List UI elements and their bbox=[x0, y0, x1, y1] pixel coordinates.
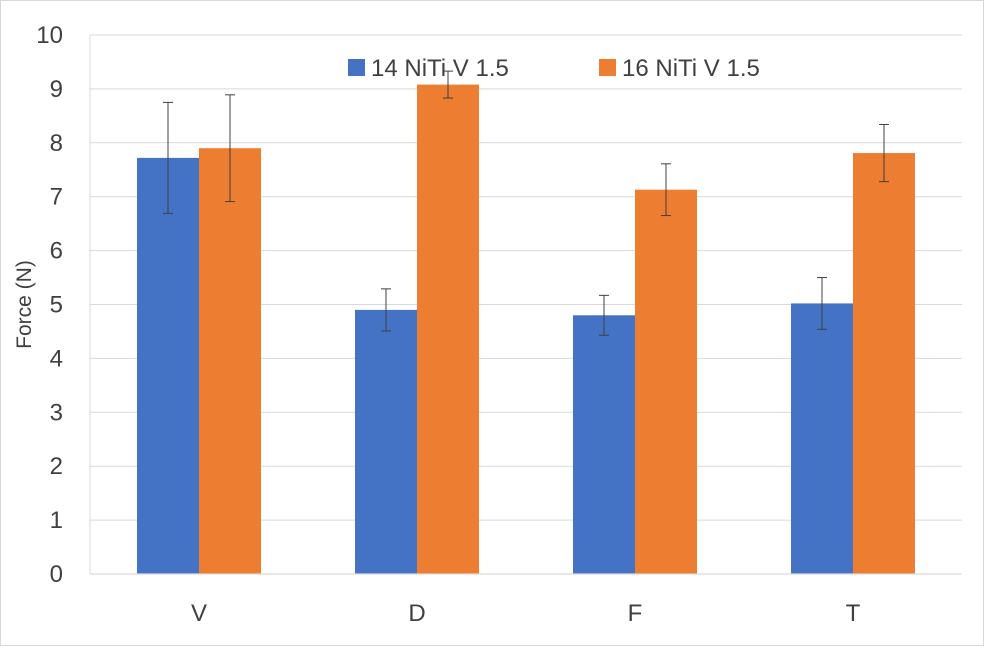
legend-swatch bbox=[599, 59, 616, 76]
y-tick-label: 5 bbox=[50, 292, 63, 319]
bar bbox=[199, 148, 261, 574]
bars bbox=[137, 84, 915, 574]
legend-label: 14 NiTi V 1.5 bbox=[371, 55, 509, 82]
legend: 14 NiTi V 1.5 16 NiTi V 1.5 bbox=[348, 55, 760, 82]
y-tick-label: 8 bbox=[50, 130, 63, 157]
y-tick-label: 3 bbox=[50, 399, 63, 426]
bar bbox=[355, 309, 417, 574]
y-tick-label: 10 bbox=[36, 22, 63, 49]
x-tick-label: V bbox=[191, 600, 207, 627]
bar bbox=[137, 157, 199, 574]
y-tick-label: 0 bbox=[50, 561, 63, 588]
axes: 0 1 2 3 4 5 6 7 8 9 10 V D F T bbox=[36, 22, 962, 627]
y-tick-label: 1 bbox=[50, 507, 63, 534]
legend-label: 16 NiTi V 1.5 bbox=[622, 55, 760, 82]
bar bbox=[853, 153, 915, 574]
y-tick-label: 4 bbox=[50, 345, 63, 372]
x-tick-label: D bbox=[408, 600, 425, 627]
error-bars bbox=[163, 70, 889, 336]
x-tick-label: T bbox=[846, 600, 861, 627]
y-tick-label: 7 bbox=[50, 184, 63, 211]
bar bbox=[417, 84, 479, 574]
x-tick-label: F bbox=[628, 600, 643, 627]
y-tick-label: 9 bbox=[50, 76, 63, 103]
bar bbox=[573, 315, 635, 574]
y-tick-label: 6 bbox=[50, 238, 63, 265]
bar bbox=[635, 189, 697, 574]
y-tick-label: 2 bbox=[50, 453, 63, 480]
legend-swatch bbox=[348, 59, 365, 76]
bar bbox=[791, 303, 853, 574]
y-axis-title: Force (N) bbox=[13, 260, 36, 349]
